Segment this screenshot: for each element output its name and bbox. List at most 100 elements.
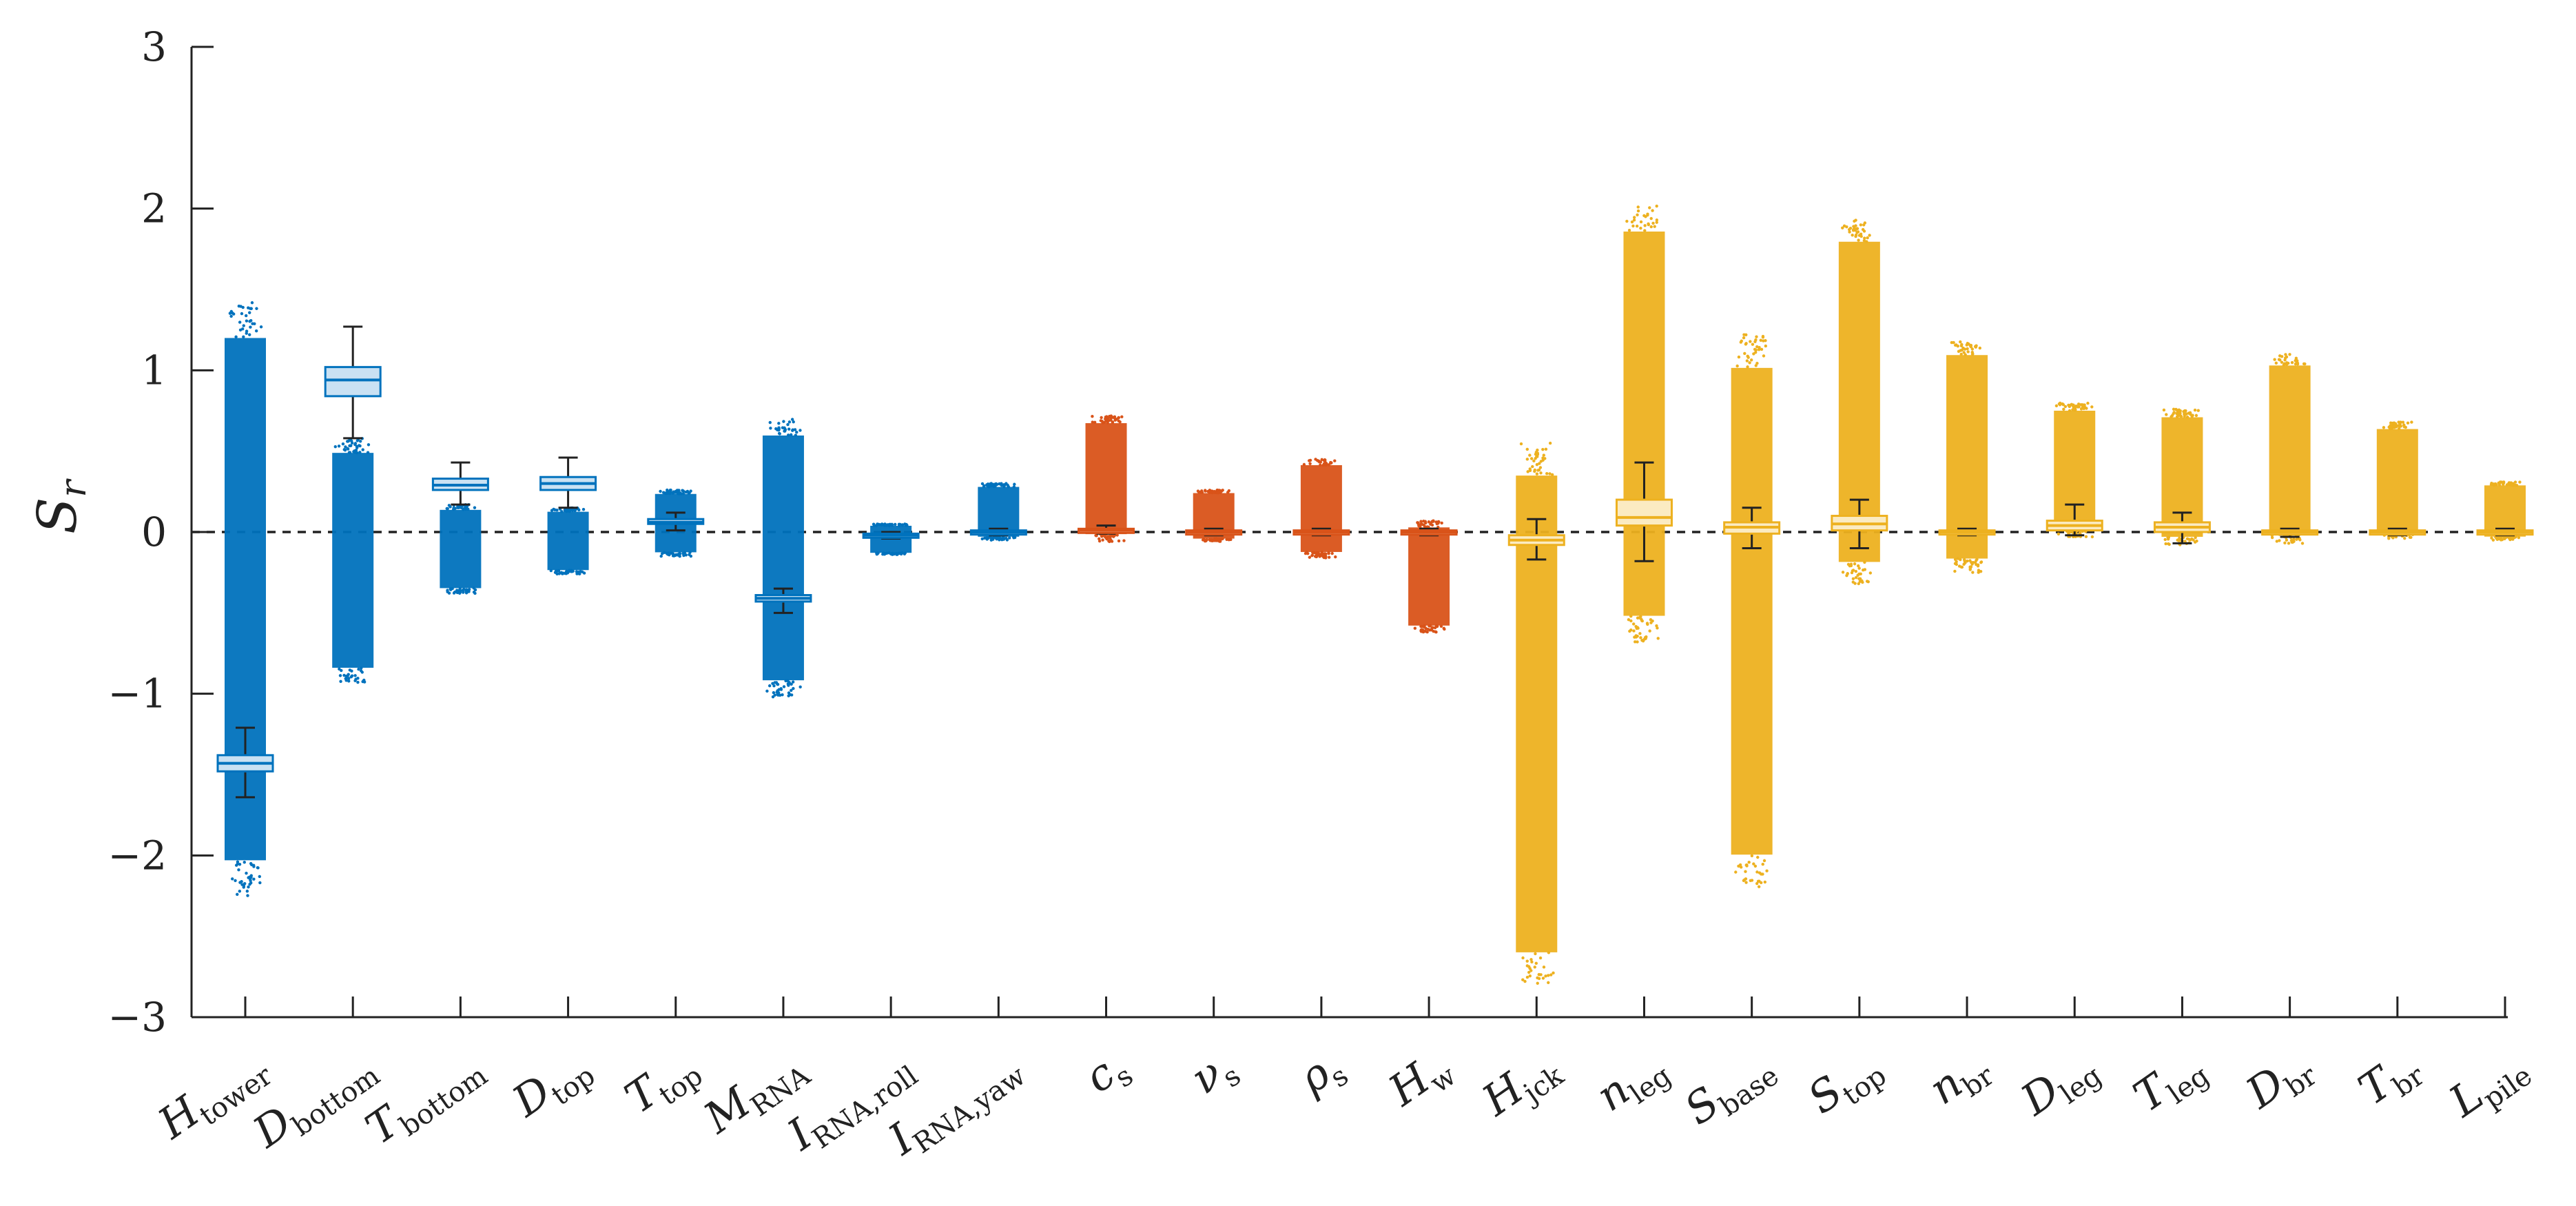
outlier-point [239, 305, 243, 308]
x-tick-label: Stop [1799, 1039, 1893, 1128]
outlier-point [1425, 630, 1429, 634]
outlier-point [236, 862, 240, 866]
outlier-point [1759, 338, 1762, 343]
outlier-point [2162, 408, 2166, 412]
outlier-point [460, 506, 463, 509]
outlier-point [565, 509, 568, 513]
outlier-point [1440, 521, 1443, 525]
outlier-point [1629, 615, 1633, 618]
outlier-point [1529, 457, 1534, 460]
outlier-point [1632, 218, 1636, 222]
outlier-point [990, 484, 993, 488]
outlier-point [1764, 344, 1768, 348]
outlier-point [1971, 571, 1975, 574]
outlier-point [2194, 535, 2197, 540]
outlier-point [1521, 978, 1525, 981]
outlier-point [349, 675, 353, 679]
outlier-point [1955, 562, 1959, 566]
outlier-point [1625, 219, 1629, 223]
outlier-point [2193, 540, 2197, 544]
outlier-point [1754, 351, 1758, 354]
outlier-point [2165, 413, 2168, 416]
outlier-point [2172, 411, 2176, 414]
outlier-point [1853, 562, 1857, 566]
outlier-point [2164, 542, 2167, 546]
outlier-point [1851, 569, 1855, 572]
outlier-point [2084, 535, 2088, 538]
outlier-point [1755, 870, 1759, 874]
outlier-point [1845, 225, 1848, 229]
outlier-point [786, 422, 790, 427]
outlier-point [2508, 483, 2512, 487]
outlier-point [1639, 615, 1642, 618]
outlier-point [1550, 473, 1554, 476]
outlier-point [2068, 405, 2072, 409]
outlier-point [236, 892, 239, 897]
outlier-point [1744, 333, 1748, 337]
outlier-point [1743, 351, 1746, 356]
outlier-point [347, 677, 351, 680]
outlier-point [2492, 482, 2495, 486]
outlier-point [357, 667, 360, 671]
outlier-point [791, 680, 795, 684]
outlier-point [2196, 409, 2200, 412]
outlier-point [1970, 347, 1975, 351]
outlier-point [2183, 409, 2187, 413]
outlier-point [1549, 973, 1553, 977]
outlier-point [2163, 538, 2167, 542]
outlier-point [1330, 461, 1333, 464]
outlier-point [1749, 879, 1753, 883]
outlier-cloud [1408, 519, 1450, 634]
outlier-point [2391, 535, 2395, 539]
outlier-point [1532, 459, 1536, 463]
outlier-point [1523, 979, 1527, 983]
outlier-point [1197, 491, 1202, 494]
x-tick-label: Hjck [1473, 1039, 1570, 1131]
outlier-point [1533, 965, 1536, 969]
outlier-point [1542, 453, 1545, 457]
outlier-point [1865, 580, 1869, 583]
outlier-band [1731, 367, 1773, 855]
outlier-point [1755, 335, 1758, 338]
outlier-point [1535, 472, 1539, 476]
outlier-point [1323, 552, 1327, 555]
outlier-point [1739, 866, 1743, 869]
outlier-point [353, 442, 357, 447]
x-tick-label: nbr [1919, 1039, 2000, 1119]
outlier-point [1535, 462, 1539, 467]
outlier-point [1953, 569, 1957, 573]
x-tick-label: cs [1075, 1039, 1139, 1107]
outlier-point [453, 590, 457, 594]
outlier-point [549, 569, 553, 573]
outlier-point [1862, 229, 1866, 233]
outlier-point [2063, 405, 2068, 409]
outlier-point [1552, 971, 1555, 975]
outlier-point [782, 685, 786, 688]
outlier-point [362, 680, 367, 684]
outlier-point [1632, 216, 1636, 219]
outlier-point [1117, 419, 1120, 423]
outlier-point [885, 523, 888, 527]
outlier-point [1862, 223, 1866, 227]
outlier-point [885, 551, 889, 555]
outlier-point [2495, 535, 2500, 540]
outlier-point [989, 482, 993, 485]
outlier-point [237, 868, 240, 872]
outlier-point [1755, 345, 1759, 349]
outlier-point [1859, 234, 1863, 238]
outlier-point [2500, 538, 2504, 542]
outlier-point [794, 433, 798, 437]
outlier-point [2513, 483, 2517, 487]
outlier-point [2280, 355, 2284, 358]
outlier-point [1536, 981, 1539, 985]
outlier-point [1746, 354, 1749, 358]
outlier-point [890, 524, 894, 527]
outlier-point [777, 422, 781, 425]
x-tick-label-main: H [149, 1085, 210, 1149]
outlier-point [1534, 952, 1537, 956]
outlier-point [1856, 230, 1860, 234]
outlier-point [1655, 221, 1658, 224]
outlier-point [1428, 624, 1431, 628]
outlier-point [1854, 575, 1858, 580]
outlier-point [360, 666, 363, 670]
